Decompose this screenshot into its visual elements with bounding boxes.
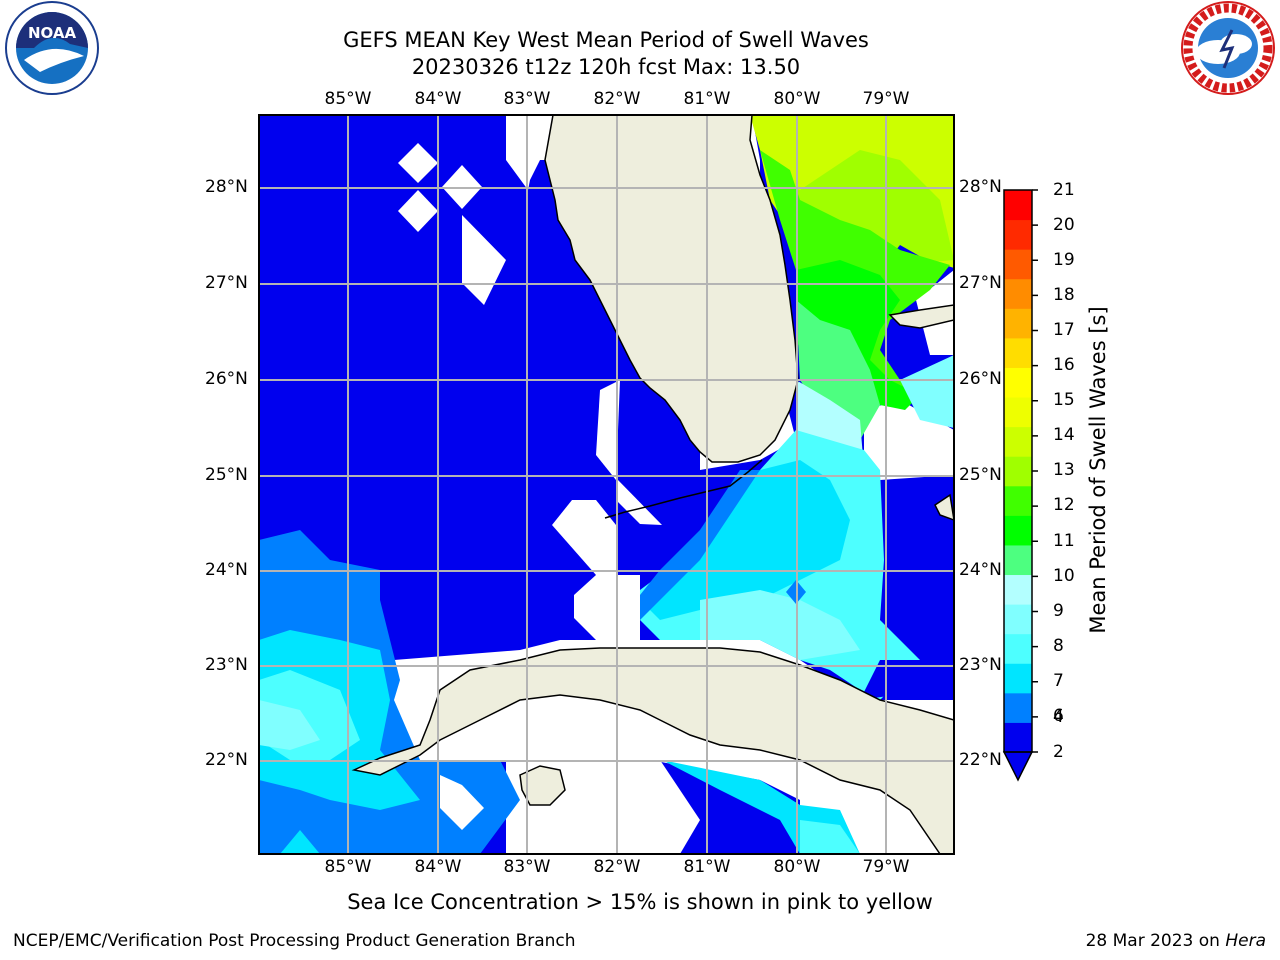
colorbar-tick-label: 13 <box>1053 460 1075 480</box>
colorbar-segment <box>1004 190 1032 221</box>
lon-label-top: 82°W <box>593 89 641 109</box>
lat-label-right: 25°N <box>959 465 1002 485</box>
colorbar-segment <box>1004 544 1032 576</box>
lat-label-right: 26°N <box>959 369 1002 389</box>
lat-label-right: 28°N <box>959 177 1002 197</box>
colorbar-segment <box>1004 633 1032 664</box>
footer-credit: NCEP/EMC/Verification Post Processing Pr… <box>13 931 576 951</box>
footer-date: 28 Mar 2023 on Hera <box>1086 931 1266 951</box>
florida-land <box>544 115 799 463</box>
lon-label-bottom: 80°W <box>773 857 821 877</box>
lat-label-right: 24°N <box>959 560 1002 580</box>
colorbar <box>1002 189 1038 782</box>
colorbar-segment <box>1004 308 1032 339</box>
colorbar-segment <box>1004 663 1032 694</box>
chart-title: GEFS MEAN Key West Mean Period of Swell … <box>343 28 869 52</box>
colorbar-tick-label: 8 <box>1053 636 1064 656</box>
colorbar-tick-label: 16 <box>1053 355 1075 375</box>
lat-label-left: 26°N <box>205 369 248 389</box>
chart-subtitle: 20230326 t12z 120h fcst Max: 13.50 <box>411 55 801 79</box>
noaa-logo: NOAA <box>5 1 99 95</box>
lat-label-left: 28°N <box>205 177 248 197</box>
colorbar-tick-label: 14 <box>1053 425 1075 445</box>
lat-label-right: 27°N <box>959 273 1002 293</box>
colorbar-tick-label: 11 <box>1053 531 1075 551</box>
lon-label-bottom: 84°W <box>414 857 462 877</box>
lon-label-bottom: 82°W <box>593 857 641 877</box>
colorbar-tick-label: 9 <box>1053 601 1064 621</box>
andros-land <box>934 493 954 521</box>
nws-logo <box>1181 1 1275 95</box>
map-frame <box>258 114 955 855</box>
lat-label-left: 24°N <box>205 560 248 580</box>
footer-host: Hera <box>1225 931 1266 951</box>
colorbar-tick-label: 2 <box>1053 742 1064 762</box>
colorbar-tick-label: 7 <box>1053 671 1064 691</box>
colorbar-tick-label: 15 <box>1053 390 1075 410</box>
noaa-logo-text: NOAA <box>28 24 77 42</box>
colorbar-segment <box>1004 515 1032 546</box>
lat-label-left: 23°N <box>205 655 248 675</box>
colorbar-tick-label: 12 <box>1053 495 1075 515</box>
lon-label-bottom: 85°W <box>324 857 372 877</box>
colorbar-segment <box>1004 219 1032 250</box>
lat-label-right: 23°N <box>959 655 1002 675</box>
colorbar-segment <box>1004 692 1032 723</box>
colorbar-segment <box>1004 604 1032 635</box>
colorbar-segment <box>1004 426 1032 457</box>
lon-label-top: 81°W <box>683 89 731 109</box>
colorbar-tick-label: 17 <box>1053 320 1075 340</box>
lon-label-top: 84°W <box>414 89 462 109</box>
colorbar-tick-label: 19 <box>1053 250 1075 270</box>
lon-label-bottom: 83°W <box>503 857 551 877</box>
lon-label-top: 80°W <box>773 89 821 109</box>
lon-label-top: 85°W <box>324 89 372 109</box>
colorbar-tick-label: 10 <box>1053 566 1075 586</box>
lon-label-top: 83°W <box>503 89 551 109</box>
bahamas-land <box>888 304 954 329</box>
lon-label-bottom: 79°W <box>862 857 910 877</box>
colorbar-segment <box>1004 722 1032 753</box>
colorbar-segment <box>1004 337 1032 368</box>
colorbar-segment <box>1004 367 1032 398</box>
footer-date-text: 28 Mar 2023 on <box>1085 931 1226 951</box>
lon-label-top: 79°W <box>862 89 910 109</box>
map-grid <box>259 115 954 854</box>
colorbar-segment <box>1004 574 1032 605</box>
colorbar-tick-label: 21 <box>1053 180 1075 200</box>
isla-de-la-juventud-land <box>519 765 566 806</box>
colorbar-tick-label: 6 <box>1053 706 1064 726</box>
colorbar-segment <box>1004 485 1032 516</box>
colorbar-tick-label: 20 <box>1053 215 1075 235</box>
colorbar-segment <box>1004 456 1032 487</box>
lat-label-left: 27°N <box>205 273 248 293</box>
colorbar-segment <box>1004 249 1032 280</box>
lat-label-left: 22°N <box>205 750 248 770</box>
colorbar-title: Mean Period of Swell Waves [s] <box>1086 306 1110 634</box>
colorbar-tick-label: 4 <box>1053 707 1064 727</box>
colorbar-segment <box>1004 397 1032 428</box>
map-area <box>259 115 954 854</box>
sea-ice-note: Sea Ice Concentration > 15% is shown in … <box>347 890 933 914</box>
lon-label-bottom: 81°W <box>683 857 731 877</box>
colorbar-extend-min <box>1002 751 1034 782</box>
florida-keys <box>604 459 763 519</box>
colorbar-tick-label: 18 <box>1053 285 1075 305</box>
lat-label-left: 25°N <box>205 465 248 485</box>
colorbar-segment <box>1004 278 1032 309</box>
lat-label-right: 22°N <box>959 750 1002 770</box>
